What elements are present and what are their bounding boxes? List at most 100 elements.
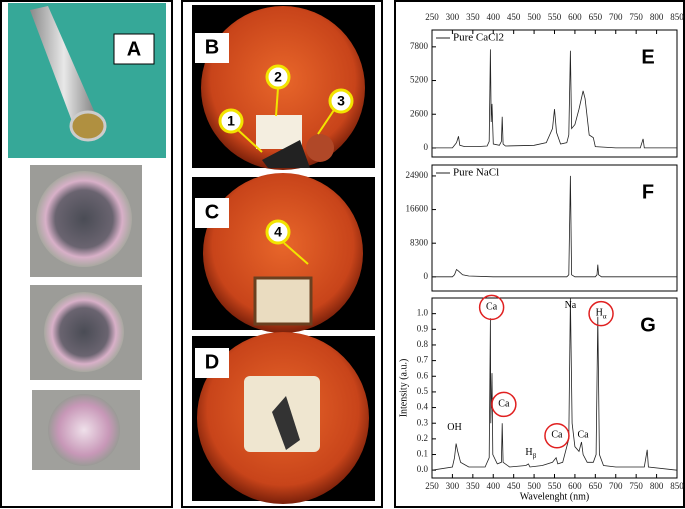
annotation: Ca <box>498 399 510 410</box>
y-tick-label: 0.0 <box>417 464 429 474</box>
panel-label: B <box>205 36 219 58</box>
arrow <box>275 87 279 117</box>
y-tick-label: 0.1 <box>417 449 428 459</box>
x-tick-label: 400 <box>487 481 501 491</box>
x-tick-label: 500 <box>527 481 541 491</box>
annotation-text: OH <box>447 422 461 433</box>
spectrum-line <box>432 49 677 149</box>
annotation-text: Ca <box>578 430 590 441</box>
x-tick-label: 850 <box>670 481 684 491</box>
annotation-text: Ca <box>551 430 563 441</box>
x-axis-label: Wavelenght (nm) <box>520 491 589 502</box>
frame <box>181 0 383 508</box>
x-tick-label: 800 <box>650 481 664 491</box>
x-tick-label: 800 <box>650 12 664 22</box>
annotation-text: Ca <box>486 302 498 313</box>
annotation-text: Na <box>565 300 577 311</box>
highlight-circle <box>588 300 614 327</box>
photo-field <box>203 173 363 333</box>
annotation-sub: β <box>533 452 537 460</box>
x-tick-label: 500 <box>527 12 541 22</box>
y-tick-label: 0.6 <box>417 370 429 380</box>
y-tick-label: 0.9 <box>417 323 429 333</box>
photo-fiber <box>36 171 132 267</box>
legend-label: Pure CaCl2 <box>453 32 504 44</box>
y-axis-label: Intensity (a.u.) <box>398 359 409 418</box>
annotation: Ca <box>551 430 563 441</box>
label-box <box>195 348 229 378</box>
highlight-circle <box>544 422 570 449</box>
label-box <box>195 198 229 228</box>
annotation-text: H <box>596 308 603 319</box>
x-tick-label: 550 <box>548 481 562 491</box>
highlight-circle <box>491 391 517 418</box>
x-tick-label: 450 <box>507 481 521 491</box>
y-tick-label: 2600 <box>410 108 429 118</box>
x-tick-label: 350 <box>466 12 480 22</box>
annotation-sub: α <box>603 312 607 320</box>
marker-label: 1 <box>227 113 235 129</box>
panel-label: A <box>127 38 141 60</box>
annotation: Na <box>565 300 577 311</box>
annotation: Hβ <box>525 447 536 459</box>
marker-label: 2 <box>274 69 282 85</box>
frame <box>394 0 685 508</box>
highlight-circle <box>478 294 505 321</box>
probe <box>30 6 98 132</box>
x-tick-label: 700 <box>609 481 623 491</box>
label-box <box>113 33 155 65</box>
annotation: Hα <box>596 308 607 320</box>
x-tick-label: 600 <box>568 12 582 22</box>
plot-frame <box>431 164 678 292</box>
plot-frame <box>431 29 678 158</box>
marker-label: 3 <box>337 93 345 109</box>
y-tick-label: 5200 <box>410 75 429 85</box>
panel-label: E <box>641 46 654 68</box>
x-tick-label: 250 <box>425 12 439 22</box>
photo-fiber <box>44 292 124 372</box>
arrow <box>283 242 309 265</box>
x-tick-label: 300 <box>446 12 460 22</box>
annotation-text: Ca <box>498 399 510 410</box>
x-tick-label: 600 <box>568 481 582 491</box>
x-tick-label: 750 <box>629 481 643 491</box>
spectra: 0 2600 5200 7800 250 300 350 400 450 500 550 600 650… <box>398 12 684 502</box>
panel-label: C <box>205 201 219 223</box>
panel-labels: B C D <box>195 33 229 378</box>
panel-label: F <box>642 181 654 203</box>
crystal <box>272 396 300 450</box>
legend-label: Pure NaCl <box>453 167 499 179</box>
arrow <box>317 109 335 135</box>
x-tick-label: 350 <box>466 481 480 491</box>
ball <box>306 134 334 162</box>
sample <box>253 276 313 326</box>
annotation: Ca <box>578 430 590 441</box>
marker <box>328 88 354 114</box>
y-tick-label: 24900 <box>406 170 429 180</box>
marker-label: 4 <box>274 224 282 240</box>
photo-fiber <box>48 394 120 466</box>
y-tick-label: 0 <box>424 271 429 281</box>
annotation: OH <box>447 422 461 433</box>
x-tick-label: 700 <box>609 12 623 22</box>
markers: 1 2 3 4 <box>218 64 354 245</box>
x-tick-label: 550 <box>548 12 562 22</box>
y-tick-label: 16600 <box>406 204 429 214</box>
x-tick-label: 250 <box>425 481 439 491</box>
y-tick-label: 0.8 <box>417 339 429 349</box>
marker <box>218 108 244 134</box>
x-tick-label: 850 <box>670 12 684 22</box>
panel-label: D <box>205 351 219 373</box>
y-tick-label: 0.2 <box>417 433 428 443</box>
x-tick-label: 650 <box>589 481 603 491</box>
marker <box>265 219 291 245</box>
marker <box>265 64 291 90</box>
annotation: Ca <box>486 302 498 313</box>
spectrum-line <box>432 175 677 278</box>
probe-tip <box>69 110 107 142</box>
label-box <box>195 33 229 63</box>
panel-label: G <box>640 314 656 336</box>
x-tick-label: 750 <box>629 12 643 22</box>
y-tick-label: 8300 <box>410 237 429 247</box>
